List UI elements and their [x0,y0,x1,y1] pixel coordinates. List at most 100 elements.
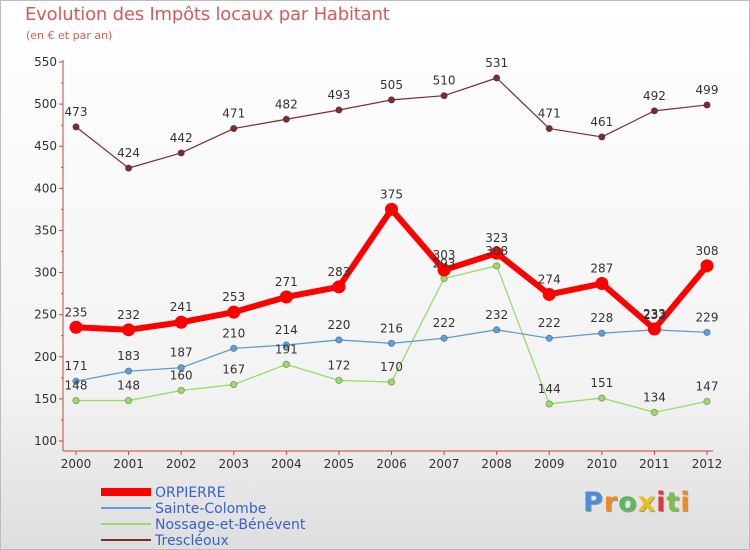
data-label: 228 [590,311,613,325]
data-label: 172 [327,358,350,372]
y-tick-label: 350 [34,223,57,237]
data-label: 471 [222,107,245,121]
data-point [124,367,133,375]
data-point [703,328,711,336]
x-tick-label: 2011 [639,457,670,471]
data-point [124,164,133,172]
data-label: 442 [170,131,193,145]
logo-letter: o [618,487,638,518]
data-point [335,336,343,344]
data-label: 283 [327,265,350,279]
x-tick-label: 2002 [166,457,197,471]
data-point [332,280,346,294]
x-tick-label: 2012 [692,457,723,471]
data-point [230,124,238,133]
data-label: 229 [696,310,719,324]
data-label: 222 [433,316,456,330]
data-point [69,320,83,334]
data-label: 375 [380,187,403,201]
data-label: 134 [643,390,666,404]
data-label: 148 [117,379,140,393]
logo-letter: r [603,487,619,518]
data-point [230,344,238,352]
series-orpierre [69,202,714,337]
data-label: 171 [65,359,88,373]
data-labels: 235 232 241 253 271 283 375 303 323 274 287 233 308 [65,187,719,321]
data-label: 148 [65,379,88,393]
y-tick-label: 400 [34,181,57,195]
legend-label: Nossage-et-Bénévent [155,517,306,533]
data-point [490,246,504,260]
data-point [282,360,290,368]
logo-letter: i [680,487,691,518]
data-label: 167 [222,363,245,377]
x-tick-label: 2009 [534,457,565,471]
data-label: 232 [643,308,666,322]
data-label: 222 [538,316,561,330]
data-labels: 171 183 187 210 214 220 216 222 232 222 228 232 229 [65,308,719,373]
data-label: 220 [327,318,350,332]
legend-label: Sainte-Colombe [155,501,266,517]
data-label: 274 [538,272,561,286]
data-label: 216 [380,321,403,335]
data-point [493,326,501,334]
x-tick-label: 2000 [61,457,92,471]
data-label: 183 [117,349,140,363]
data-label: 505 [380,78,403,92]
data-label: 471 [538,107,561,121]
data-label: 144 [538,382,561,396]
data-point [545,124,553,133]
x-tick-label: 2001 [113,457,144,471]
y-tick-label: 300 [34,266,57,280]
data-label: 323 [485,231,508,245]
data-point [282,341,290,349]
data-label: 287 [590,262,613,276]
data-point [545,400,553,408]
data-label: 151 [590,376,613,390]
data-point [335,106,343,114]
data-point [703,397,711,406]
series-trescl-oux [72,74,711,172]
x-tick-label: 2003 [218,457,249,471]
data-point [440,92,448,100]
y-tick-label: 200 [34,350,57,364]
axes: 100 150 200 250 300 350 400 450 500 550 2000 2001 20… [34,55,722,471]
data-label: 424 [117,146,140,160]
data-point [545,334,553,342]
data-point [598,394,606,402]
data-label: 293 [433,256,456,270]
y-tick-label: 550 [34,55,57,69]
y-tick-label: 500 [34,97,57,111]
data-point [124,396,133,405]
data-point [437,263,451,277]
series-sainte-colombe [72,326,711,385]
data-label: 233 [643,307,666,321]
data-point [174,315,188,329]
data-label: 235 [65,305,88,319]
y-tick-label: 150 [34,392,57,406]
x-tick-label: 2008 [481,457,512,471]
logo-letter: P [583,487,604,518]
data-point [335,376,343,384]
data-point [598,133,606,141]
data-point [282,115,290,123]
data-point [542,287,556,301]
data-label: 303 [433,248,456,262]
x-tick-label: 2010 [587,457,618,471]
data-point [230,380,238,389]
data-label: 461 [590,115,613,129]
data-label: 170 [380,360,403,374]
data-label: 308 [485,244,508,258]
x-tick-label: 2005 [324,457,355,471]
chart-subtitle: (en € et par an) [26,29,113,42]
data-label: 308 [696,244,719,258]
data-label: 187 [170,346,193,360]
data-point [385,202,398,216]
data-point [493,74,501,82]
data-label: 232 [117,308,140,322]
data-label: 214 [275,323,298,337]
y-tick-label: 100 [34,434,57,448]
series-nossage-et-b-n-vent [72,262,711,416]
